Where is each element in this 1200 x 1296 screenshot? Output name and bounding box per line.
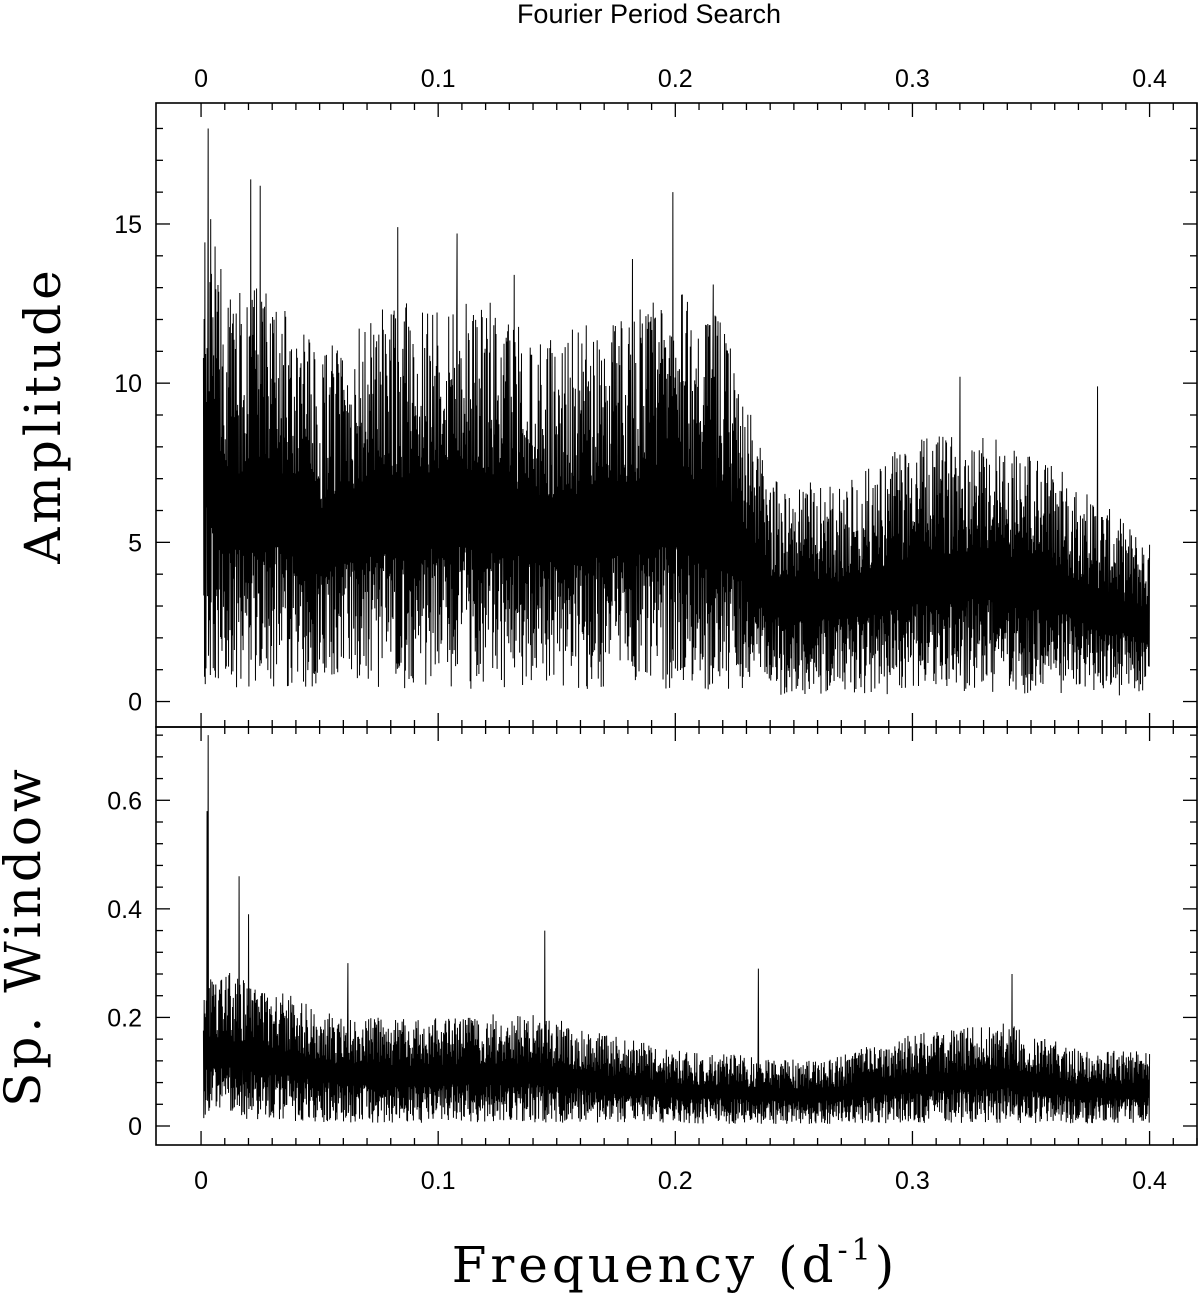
frequency-axis-label-superscript: -1 <box>838 1233 875 1268</box>
amplitude-axis-label: Amplitude <box>14 266 72 564</box>
x-tick-label: 0 <box>194 1167 208 1195</box>
x-tick-label: 0.4 <box>1132 1167 1167 1195</box>
top-x-tick-label: 0.4 <box>1132 65 1167 93</box>
amplitude-panel: 0 0.1 0.2 0.3 0.4 0 5 10 15 <box>114 65 1198 728</box>
spectral-window-y-tick-label: 0.2 <box>107 1004 142 1032</box>
x-tick-label: 0.1 <box>421 1167 456 1195</box>
spectral-window-y-tick-label: 0 <box>128 1113 142 1141</box>
amplitude-ticks: 0 0.1 0.2 0.3 0.4 0 5 10 15 <box>114 65 1198 727</box>
spectral-window-axis-label: Sp. Window <box>0 765 52 1107</box>
spectral-window-panel: 0 0.1 0.2 0.3 0.4 0 0.2 0.4 0.6 <box>107 726 1198 1195</box>
spectral-window-series-line <box>202 735 1151 1124</box>
spectral-window-ticks: 0 0.1 0.2 0.3 0.4 0 0.2 0.4 0.6 <box>107 727 1198 1195</box>
spectral-window-y-tick-label: 0.4 <box>107 896 142 924</box>
spectral-window-plot-frame <box>155 726 1198 1146</box>
x-tick-label: 0.3 <box>895 1167 930 1195</box>
chart-title: Fourier Period Search <box>517 0 781 29</box>
spectral-window-y-tick-label: 0.6 <box>107 787 142 815</box>
frequency-axis-label-end: ) <box>875 1236 899 1294</box>
top-x-tick-label: 0.3 <box>895 65 930 93</box>
x-tick-label: 0.2 <box>658 1167 693 1195</box>
frequency-axis-label: Frequency (d-1) <box>452 1233 899 1294</box>
top-x-tick-label: 0 <box>194 65 208 93</box>
amplitude-y-tick-label: 0 <box>128 689 142 717</box>
top-x-tick-label: 0.1 <box>421 65 456 93</box>
frequency-axis-label-main: Frequency (d <box>452 1236 838 1294</box>
amplitude-y-tick-label: 10 <box>114 370 142 398</box>
amplitude-y-tick-label: 5 <box>128 529 142 557</box>
amplitude-series-line <box>202 128 1151 696</box>
top-x-tick-label: 0.2 <box>658 65 693 93</box>
amplitude-y-tick-label: 15 <box>114 211 142 239</box>
